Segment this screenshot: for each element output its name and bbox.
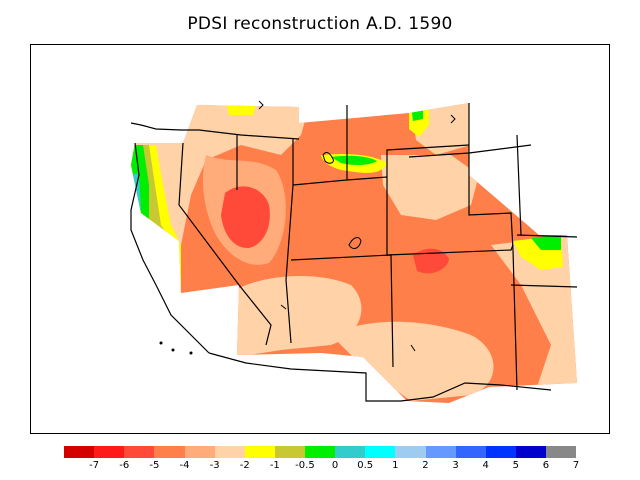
colorbar-tick-label: -5: [149, 460, 160, 471]
colorbar-tick-label: 5: [512, 460, 519, 471]
colorbar-labels: -7 -6 -5 -4 -3 -2 -1 -0.5 0 0.5 1 2 3 4 5 6 7: [64, 460, 580, 474]
field-light-southwest: [236, 275, 362, 357]
field-green-east: [531, 235, 561, 250]
lake-yellowstone: [322, 152, 334, 164]
colorbar-tick-label: 1: [392, 460, 399, 471]
colorbar: [64, 446, 577, 458]
canada-us-border-west: [130, 122, 300, 140]
lakes: [258, 100, 456, 352]
colorbar-tick-label: 2: [422, 460, 429, 471]
colorbar-tick-label: 0.5: [357, 460, 374, 471]
field-green-wyoming: [331, 155, 377, 166]
colorbar-tick-label: -2: [239, 460, 250, 471]
map-frame: [30, 44, 610, 434]
colorbar-swatch: [395, 446, 426, 458]
kansas-oklahoma-border: [510, 284, 578, 288]
colorbar-tick-label: -0.5: [295, 460, 315, 471]
map-boundaries: [130, 103, 578, 402]
colorbar-swatch: [214, 446, 245, 458]
colorado-kansas-border: [468, 145, 518, 391]
islands: [159, 341, 193, 355]
colorbar-swatch: [305, 446, 336, 458]
island-channel-3: [189, 351, 193, 355]
colorbar-swatch: [154, 446, 185, 458]
colorbar-swatch: [365, 446, 396, 458]
colorbar-swatch: [64, 446, 95, 458]
colorbar-tick-label: -6: [119, 460, 130, 471]
field-light-northcenter: [381, 155, 479, 220]
lake-mead: [280, 304, 287, 310]
map-title: PDSI reconstruction A.D. 1590: [187, 14, 453, 34]
colorbar-swatch: [94, 446, 125, 458]
field-light-southcenter: [331, 321, 494, 401]
island-channel-1: [159, 341, 163, 345]
mexico-border: [208, 352, 401, 402]
field-yellow-north: [227, 105, 256, 115]
colorbar-swatch: [184, 446, 215, 458]
colorbar-swatch: [274, 446, 305, 458]
nevada-utah-border: [285, 139, 294, 344]
field-red-core: [221, 186, 270, 249]
pacific-coastline: [130, 142, 210, 354]
colorbar-swatch: [425, 446, 456, 458]
colorbar-tick-label: -1: [269, 460, 280, 471]
pdsi-field: [131, 103, 577, 403]
field-green-northeast: [411, 105, 423, 121]
wyoming-north-border: [386, 144, 470, 177]
colorbar-swatch: [124, 446, 155, 458]
colorbar-swatch: [244, 446, 275, 458]
colorbar-tick-label: -4: [179, 460, 190, 471]
lake-northeast: [450, 114, 456, 124]
colorbar-swatch: [335, 446, 366, 458]
colorbar-tick-label: 4: [482, 460, 489, 471]
colorbar-tick-label: 6: [542, 460, 550, 471]
lake-southcenter: [410, 344, 416, 352]
colorbar-tick-label: -7: [89, 460, 100, 471]
colorbar-tick-label: 3: [452, 460, 459, 471]
nebraska-kansas-border: [516, 234, 578, 238]
colorbar-swatch: [515, 446, 546, 458]
mexico-border-east: [400, 382, 552, 402]
colorbar-swatch: [455, 446, 486, 458]
field-red-4corners: [413, 248, 449, 274]
colorbar-tick-label: -3: [209, 460, 220, 471]
dakota-border: [516, 134, 522, 236]
california-nevada-border: [178, 142, 272, 346]
colorbar-tick-label: 0: [331, 460, 339, 471]
field-base: [131, 103, 577, 403]
lake-great-salt: [348, 237, 362, 249]
colorbar-tick-label: 7: [572, 460, 580, 471]
colorbar-swatch: [546, 446, 577, 458]
colorbar-swatch: [485, 446, 516, 458]
pdsi-map: [130, 100, 578, 403]
island-channel-2: [171, 348, 175, 352]
lake-northwest: [258, 100, 264, 110]
